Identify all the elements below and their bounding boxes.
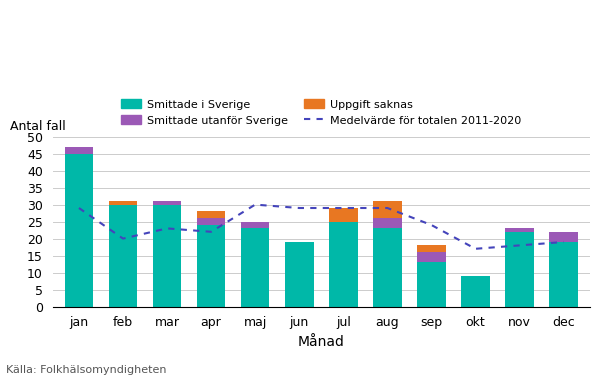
Bar — [417, 245, 446, 252]
Bar — [549, 232, 578, 242]
Bar — [417, 252, 446, 262]
Text: Antal fall: Antal fall — [10, 120, 65, 133]
Bar — [373, 229, 402, 307]
Bar — [197, 211, 226, 218]
Bar — [152, 205, 182, 307]
Bar — [549, 242, 578, 307]
Bar — [197, 225, 226, 307]
Legend: Smittade i Sverige, Smittade utanför Sverige, Uppgift saknas, Medelvärde för tot: Smittade i Sverige, Smittade utanför Sve… — [117, 95, 526, 130]
Bar — [505, 232, 534, 307]
Bar — [417, 262, 446, 307]
Bar — [329, 222, 358, 307]
Bar — [461, 276, 490, 307]
Bar — [505, 229, 534, 232]
Bar — [109, 201, 137, 205]
Bar — [152, 201, 182, 205]
Bar — [329, 208, 358, 222]
Bar — [373, 218, 402, 229]
Bar — [373, 201, 402, 218]
Bar — [109, 205, 137, 307]
Bar — [65, 153, 93, 307]
Bar — [285, 242, 313, 307]
Bar — [241, 222, 269, 229]
Bar — [241, 229, 269, 307]
Bar — [65, 147, 93, 153]
Bar — [197, 218, 226, 225]
Text: Källa: Folkhälsomyndigheten: Källa: Folkhälsomyndigheten — [6, 365, 166, 375]
X-axis label: Månad: Månad — [298, 335, 345, 349]
